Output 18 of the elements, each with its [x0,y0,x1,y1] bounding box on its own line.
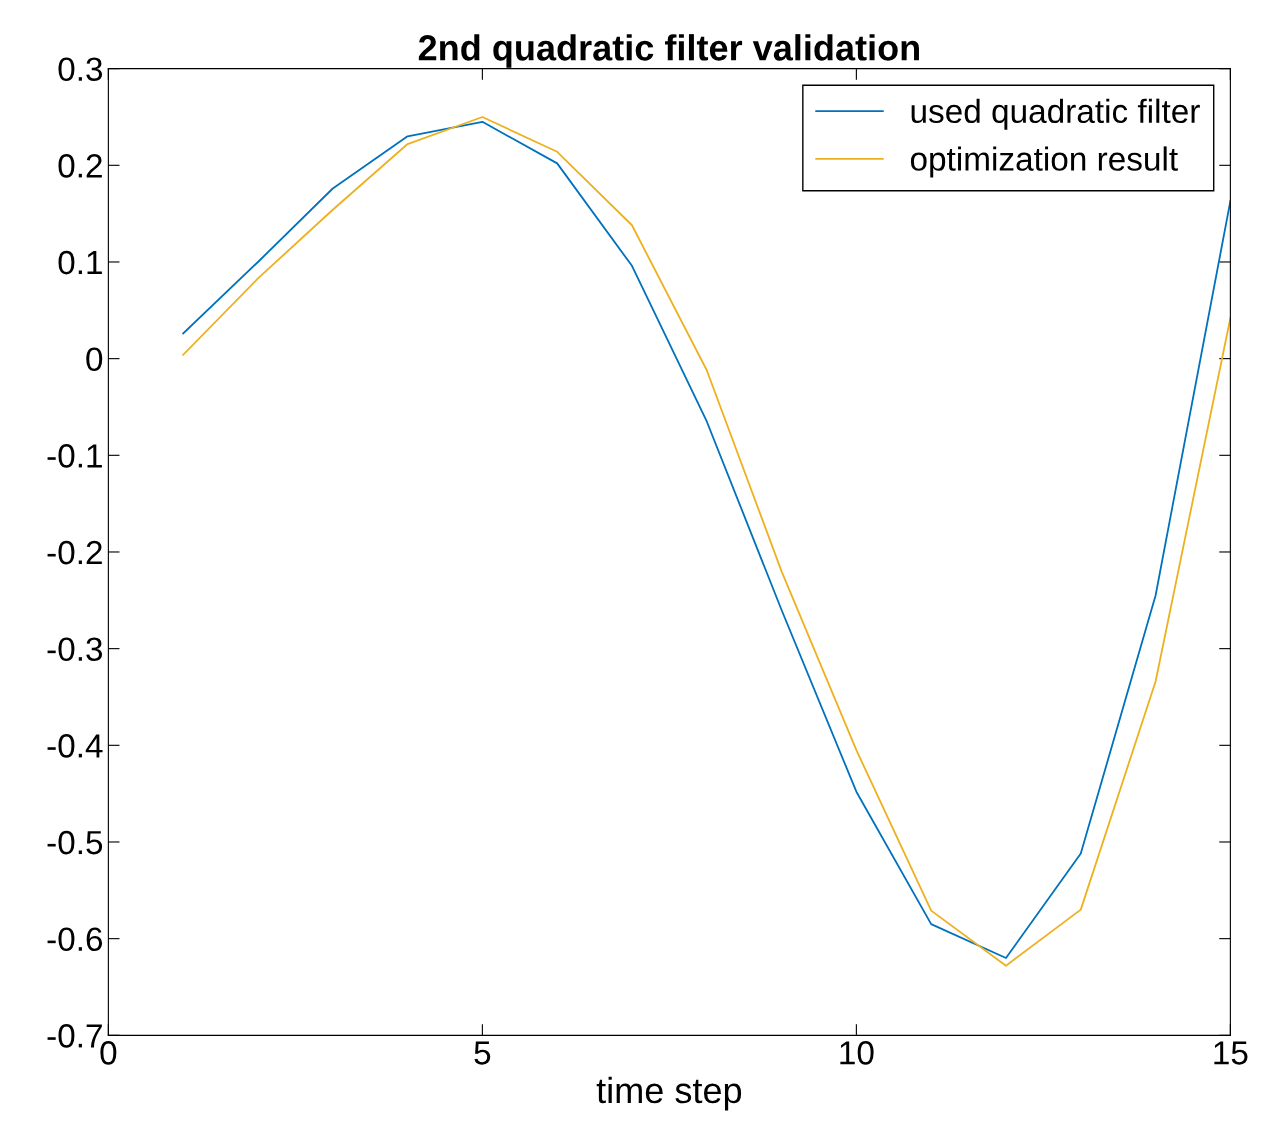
y-tick-label: 0 [86,347,103,372]
y-tick-label: -0.5 [47,830,103,855]
y-tick-label: -0.6 [47,927,103,952]
y-tick-label: 0.2 [58,154,102,178]
y-tick-label: 0.1 [58,250,102,275]
y-tick-label: 0.3 [58,57,103,82]
chart-title: 2nd quadratic filter validation [418,34,919,68]
legend-label: optimization result [910,146,1178,178]
x-tick-label: 10 [840,1041,874,1065]
y-tick-label: -0.2 [47,540,102,565]
y-tick-label: -0.3 [47,637,103,662]
x-tick-label: 5 [474,1041,491,1065]
legend-label: used quadratic filter [911,98,1200,130]
x-axis-title: time step [596,1076,742,1111]
x-tick-label: 15 [1214,1041,1248,1065]
y-tick-label: -0.1 [47,444,102,468]
y-tick-label: -0.4 [47,734,103,758]
y-tick-label: -0.7 [47,1024,102,1048]
